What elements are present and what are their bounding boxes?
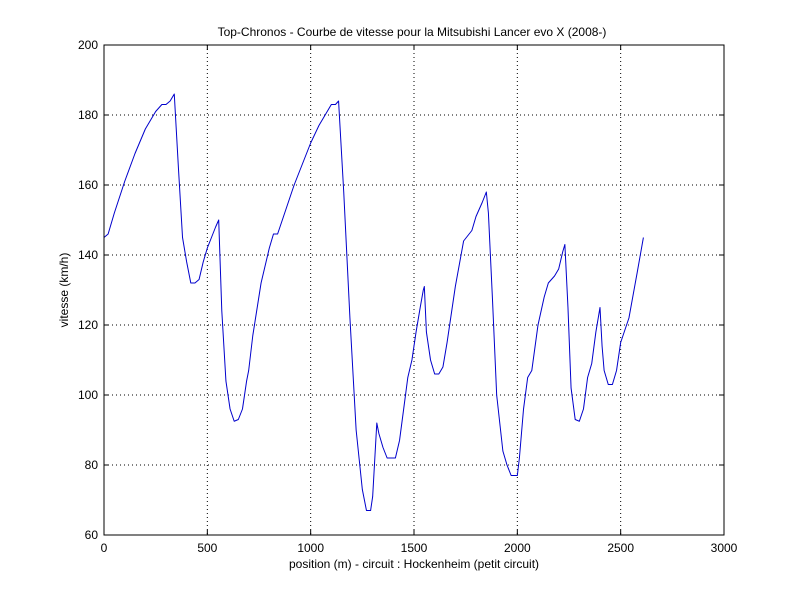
axis-ticks: 0 500 1000 1500 2000 2500 3000 60 80 100 120 140 160… xyxy=(78,38,738,555)
x-axis-label: position (m) - circuit : Hockenheim (pet… xyxy=(289,557,539,571)
y-tick-label: 200 xyxy=(78,38,98,52)
x-tick-label: 2000 xyxy=(504,541,531,555)
x-tick-label: 3000 xyxy=(711,541,738,555)
y-tick-label: 60 xyxy=(85,528,99,542)
chart-title: Top-Chronos - Courbe de vitesse pour la … xyxy=(218,25,607,39)
x-tick-label: 0 xyxy=(101,541,108,555)
y-tick-label: 180 xyxy=(78,108,98,122)
grid-lines xyxy=(104,45,724,535)
y-tick-label: 80 xyxy=(85,458,99,472)
speed-series-line xyxy=(103,93,644,511)
y-tick-label: 160 xyxy=(78,178,98,192)
x-tick-label: 2500 xyxy=(607,541,634,555)
x-tick-label: 1000 xyxy=(297,541,324,555)
y-tick-label: 140 xyxy=(78,248,98,262)
y-tick-label: 100 xyxy=(78,388,98,402)
x-tick-label: 1500 xyxy=(401,541,428,555)
series-layer xyxy=(103,93,644,511)
x-tick-label: 500 xyxy=(197,541,217,555)
y-axis-label: vitesse (km/h) xyxy=(57,253,71,328)
y-tick-label: 120 xyxy=(78,318,98,332)
